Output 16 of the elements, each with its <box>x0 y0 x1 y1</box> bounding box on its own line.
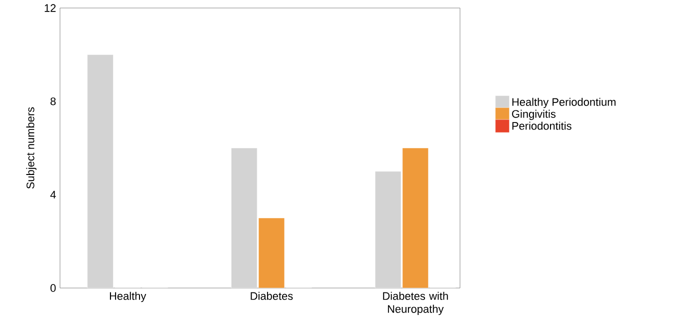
x-tick-label: Diabetes with Neuropathy <box>383 292 448 316</box>
legend-label: Healthy Periodontium <box>512 98 616 108</box>
y-tick-label: 8 <box>50 97 56 106</box>
bar <box>87 54 114 288</box>
x-tick-label: Diabetes <box>250 292 293 300</box>
y-axis-title: Subject numbers <box>26 107 36 189</box>
bar <box>402 148 429 288</box>
y-tick-label: 12 <box>44 4 56 12</box>
y-tick-label: 4 <box>50 190 56 198</box>
bar <box>258 218 285 288</box>
bar <box>231 148 258 288</box>
x-tick-label: Healthy <box>110 292 146 302</box>
legend-label: Gingivitis <box>512 110 556 120</box>
legend-label: Periodontitis <box>512 122 572 130</box>
y-tick-label: 0 <box>50 284 56 292</box>
bar <box>374 171 402 288</box>
